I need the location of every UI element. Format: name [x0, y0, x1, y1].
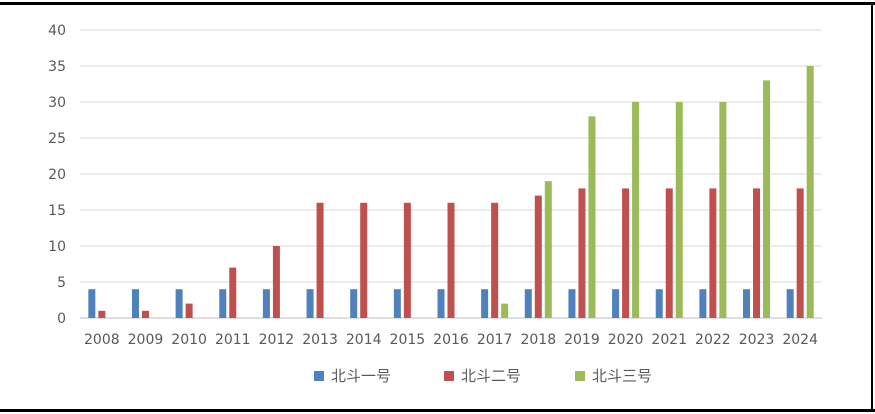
legend: 北斗一号 北斗二号 北斗三号: [314, 367, 652, 385]
bar: [544, 181, 552, 318]
bar: [360, 202, 368, 318]
bar: [719, 102, 727, 318]
y-tick-label: 30: [48, 95, 66, 111]
y-tick-label: 5: [57, 275, 66, 291]
right-border: [871, 2, 873, 412]
x-tick-label: 2014: [346, 332, 382, 348]
x-tick-label: 2022: [695, 332, 731, 348]
bar: [632, 102, 640, 318]
bar: [534, 195, 542, 318]
x-tick-label: 2013: [302, 332, 338, 348]
bar: [796, 188, 804, 318]
bar: [131, 289, 139, 318]
x-tick-label: 2020: [608, 332, 644, 348]
y-tick-label: 0: [57, 311, 66, 327]
x-tick-label: 2011: [215, 332, 251, 348]
bar: [262, 289, 270, 318]
bar: [786, 289, 794, 318]
bar: [709, 188, 717, 318]
x-tick-label: 2024: [782, 332, 818, 348]
bar: [481, 289, 489, 318]
legend-label: 北斗一号: [331, 367, 391, 385]
bar: [588, 116, 596, 319]
bar: [622, 188, 630, 318]
y-tick-label: 25: [48, 131, 66, 147]
bar: [219, 289, 227, 318]
bar: [675, 102, 683, 318]
legend-swatch: [314, 371, 324, 381]
x-tick-label: 2023: [739, 332, 775, 348]
bar: [578, 188, 586, 318]
bars: [88, 66, 814, 319]
legend-label: 北斗二号: [461, 367, 521, 385]
x-tick-label: 2017: [477, 332, 513, 348]
bar: [447, 202, 455, 318]
bar: [141, 310, 149, 318]
bar: [229, 267, 237, 318]
bar: [699, 289, 707, 318]
x-tick-label: 2019: [564, 332, 600, 348]
bar: [524, 289, 532, 318]
y-tick-label: 35: [48, 59, 66, 75]
x-tick-label: 2015: [390, 332, 426, 348]
y-tick-label: 40: [48, 23, 66, 39]
bar: [175, 289, 183, 318]
bar: [763, 80, 771, 319]
bar: [98, 310, 106, 318]
legend-label: 北斗三号: [592, 367, 652, 385]
x-tick-label: 2010: [171, 332, 207, 348]
bar: [437, 289, 445, 318]
bar: [501, 303, 509, 318]
top-border: [0, 2, 875, 5]
x-tick-label: 2012: [259, 332, 295, 348]
bar: [665, 188, 673, 318]
bar: [612, 289, 620, 318]
legend-swatch: [444, 371, 454, 381]
bar: [806, 66, 814, 318]
bar: [753, 188, 761, 318]
legend-swatch: [575, 371, 585, 381]
x-tick-label: 2008: [84, 332, 120, 348]
bar: [350, 289, 358, 318]
y-axis-labels: 0 5 10 15 20 25 30 35 40: [48, 23, 66, 327]
bar: [491, 202, 499, 318]
bar: [655, 289, 663, 318]
bar: [568, 289, 576, 318]
bar: [272, 246, 280, 318]
bar: [185, 303, 193, 318]
bar: [393, 289, 401, 318]
x-tick-label: 2021: [651, 332, 687, 348]
y-tick-label: 10: [48, 239, 66, 255]
x-axis-labels: 2008 2009 2010 2011 2012 2013 2014 2015 2016 2017…: [84, 332, 818, 348]
y-tick-label: 15: [48, 203, 66, 219]
bottom-border: [0, 409, 875, 412]
x-tick-label: 2018: [520, 332, 556, 348]
x-tick-label: 2016: [433, 332, 469, 348]
bar: [743, 289, 751, 318]
bar: [88, 289, 96, 318]
x-tick-label: 2009: [128, 332, 164, 348]
bar: [403, 202, 411, 318]
bar: [306, 289, 314, 318]
y-tick-label: 20: [48, 167, 66, 183]
bar: [316, 202, 324, 318]
